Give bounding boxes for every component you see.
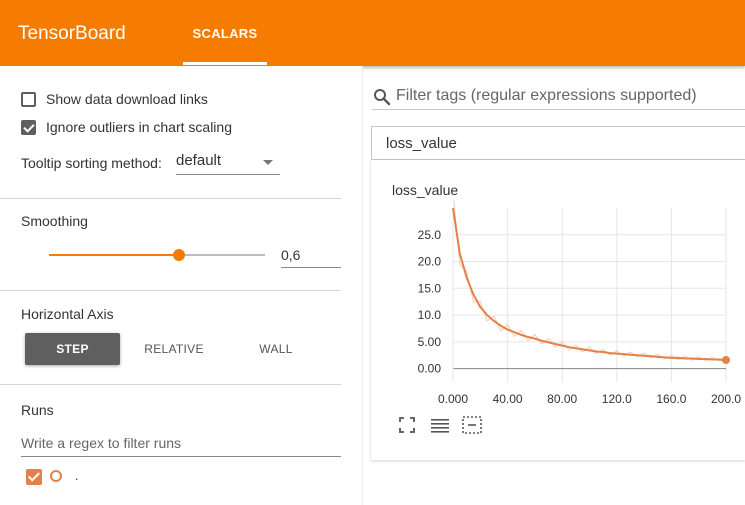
log-scale-icon[interactable] xyxy=(430,415,450,435)
tag-filter-placeholder: Filter tags (regular expressions support… xyxy=(396,87,697,104)
tag-filter-input[interactable]: Filter tags (regular expressions support… xyxy=(372,84,745,110)
y-tick-label: 20.0 xyxy=(418,255,442,269)
y-tick-label: 15.0 xyxy=(418,281,442,295)
x-tick-label: 120.0 xyxy=(602,392,632,406)
tooltip-sorting-value: default xyxy=(176,152,222,169)
show-download-links-checkbox[interactable] xyxy=(21,91,36,107)
run-checkbox[interactable] xyxy=(26,469,42,485)
smoothing-label: Smoothing xyxy=(21,213,88,229)
smoothing-value-input[interactable]: 0,6 xyxy=(281,244,341,268)
y-tick-label: 5.00 xyxy=(418,335,442,349)
y-tick-label: 25.0 xyxy=(418,228,442,242)
axis-wall-button[interactable]: WALL xyxy=(259,342,293,356)
active-tab-indicator xyxy=(183,62,267,65)
run-name: . xyxy=(75,469,79,483)
tag-group-name: loss_value xyxy=(386,135,457,152)
horizontal-axis-label: Horizontal Axis xyxy=(21,306,114,322)
fullscreen-icon[interactable] xyxy=(397,415,417,435)
section-divider xyxy=(0,290,341,291)
search-icon xyxy=(374,89,391,106)
section-divider xyxy=(0,384,341,385)
smoothing-slider-track[interactable] xyxy=(179,254,265,256)
x-tick-label: 40.00 xyxy=(493,392,523,406)
smoothing-slider-handle[interactable] xyxy=(173,249,185,261)
series-endpoint xyxy=(722,356,730,365)
runs-filter-placeholder: Write a regex to filter runs xyxy=(21,435,182,451)
tooltip-sorting-label: Tooltip sorting method: xyxy=(21,155,162,171)
tag-group-header[interactable]: loss_value xyxy=(371,126,745,160)
smoothing-slider-track-active[interactable] xyxy=(49,254,179,256)
axis-relative-button[interactable]: RELATIVE xyxy=(144,342,204,356)
smoothing-value: 0,6 xyxy=(281,247,301,263)
ignore-outliers-checkbox[interactable] xyxy=(21,119,36,135)
show-download-links-label: Show data download links xyxy=(46,91,208,107)
tab-scalars[interactable]: SCALARS xyxy=(192,25,258,41)
tooltip-sorting-select[interactable]: default xyxy=(176,152,280,175)
show-download-links-option[interactable]: Show data download links xyxy=(21,91,208,107)
section-divider xyxy=(0,198,341,199)
fit-domain-icon[interactable] xyxy=(462,415,482,435)
y-tick-label: 10.0 xyxy=(418,308,442,322)
smoothed-series-line xyxy=(452,207,727,362)
raw-series-line xyxy=(453,200,727,362)
ignore-outliers-label: Ignore outliers in chart scaling xyxy=(46,119,232,135)
app-title: TensorBoard xyxy=(18,23,126,44)
x-tick-label: 160.0 xyxy=(656,392,686,406)
runs-label: Runs xyxy=(21,402,54,418)
x-tick-label: 0.000 xyxy=(438,392,468,406)
chevron-down-icon xyxy=(263,160,273,165)
axis-step-button[interactable]: STEP xyxy=(25,333,120,365)
y-tick-label: 0.00 xyxy=(418,362,442,376)
runs-filter-input[interactable]: Write a regex to filter runs xyxy=(21,432,341,457)
run-color-swatch[interactable] xyxy=(50,470,62,482)
chart-card: loss_value 0.000 40.00 80.00 120.0 160.0 200.… xyxy=(371,160,745,460)
chart-title: loss_value xyxy=(392,182,459,198)
loss-chart[interactable]: 0.000 40.00 80.00 120.0 160.0 200.0 0.00 5.00 10… xyxy=(371,200,745,410)
sidebar xyxy=(0,66,363,505)
x-tick-label: 80.00 xyxy=(547,392,577,406)
top-toolbar: TensorBoard SCALARS xyxy=(0,0,745,66)
x-tick-label: 200.0 xyxy=(711,392,741,406)
ignore-outliers-option[interactable]: Ignore outliers in chart scaling xyxy=(21,119,232,135)
